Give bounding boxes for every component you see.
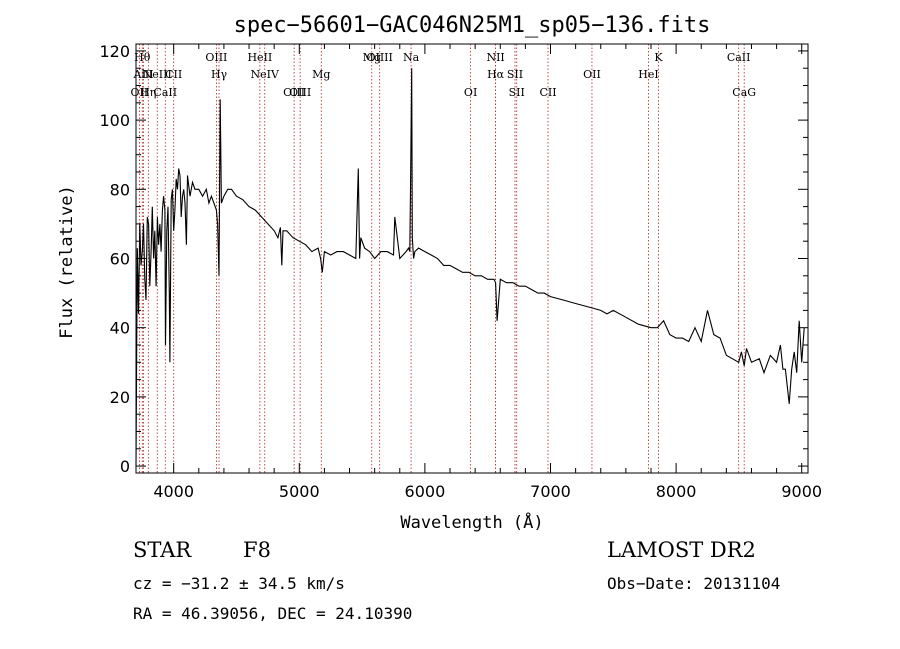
x-tick-label: 6000 xyxy=(405,482,446,501)
spectral-subclass: F8 xyxy=(243,538,271,562)
line-label: Mg xyxy=(312,68,330,81)
line-label: OIIII xyxy=(366,51,392,64)
chart-title: spec−56601−GAC046N25M1_sp05−136.fits xyxy=(234,13,711,38)
line-label: CII xyxy=(539,86,556,99)
y-axis-label: Flux (relative) xyxy=(57,185,77,339)
line-label: OIII xyxy=(289,86,311,99)
line-label: AlII xyxy=(132,68,153,81)
line-label: OII xyxy=(583,68,601,81)
x-tick-label: 8000 xyxy=(656,482,697,501)
line-label: OI xyxy=(464,86,477,99)
y-tick-label: 100 xyxy=(99,111,130,130)
x-tick-label: 9000 xyxy=(781,482,822,501)
y-tick-label: 0 xyxy=(120,457,130,476)
y-axis-ticks: 0 20 40 60 80 100 120 xyxy=(99,42,808,476)
spectrum-line xyxy=(135,68,805,467)
y-tick-label: 60 xyxy=(110,250,130,269)
object-class: STAR xyxy=(133,538,192,562)
x-tick-label: 5000 xyxy=(279,482,320,501)
line-label: SII xyxy=(509,86,525,99)
line-label: Hγ xyxy=(211,68,228,81)
emission-line-markers xyxy=(138,44,745,473)
y-tick-label: 80 xyxy=(110,180,130,199)
y-tick-label: 20 xyxy=(110,388,130,407)
observation-date: Obs−Date: 20131104 xyxy=(607,574,781,593)
survey-name: LAMOST DR2 xyxy=(607,538,756,562)
x-tick-label: 7000 xyxy=(530,482,571,501)
line-label: CII xyxy=(165,68,182,81)
line-label: OIII xyxy=(283,86,305,99)
line-label: OII xyxy=(131,86,149,99)
line-label: Mg xyxy=(363,51,381,64)
y-tick-label: 40 xyxy=(110,319,130,338)
line-label: CaII xyxy=(727,51,751,64)
coordinates: RA = 46.39056, DEC = 24.10390 xyxy=(133,604,413,623)
line-label: K xyxy=(654,51,663,64)
x-tick-label: 4000 xyxy=(153,482,194,501)
plot-frame xyxy=(135,43,809,474)
line-label: NeIII xyxy=(143,68,172,81)
y-tick-label: 120 xyxy=(99,42,130,61)
line-label: CaG xyxy=(732,86,756,99)
line-label: NeIV xyxy=(251,68,280,81)
line-label: HeI xyxy=(638,68,658,81)
emission-line-labels: OIIHθAlIIHηNeIIICaIICIIOIIIHγHeIINeIVOII… xyxy=(131,51,757,99)
line-label: SII xyxy=(507,68,523,81)
line-label: OIII xyxy=(205,51,227,64)
line-label: Hα xyxy=(487,68,505,81)
line-label: CaII xyxy=(153,86,177,99)
x-axis-label: Wavelength (Å) xyxy=(400,511,543,533)
line-label: Na xyxy=(403,51,420,64)
line-label: NII xyxy=(486,51,504,64)
line-label: Hη xyxy=(140,86,156,99)
redshift-cz: cz = −31.2 ± 34.5 km/s xyxy=(133,574,345,593)
line-label: HeII xyxy=(247,51,272,64)
x-axis-ticks: 4000 5000 6000 7000 8000 9000 xyxy=(153,44,822,501)
line-label: Hθ xyxy=(134,51,151,64)
